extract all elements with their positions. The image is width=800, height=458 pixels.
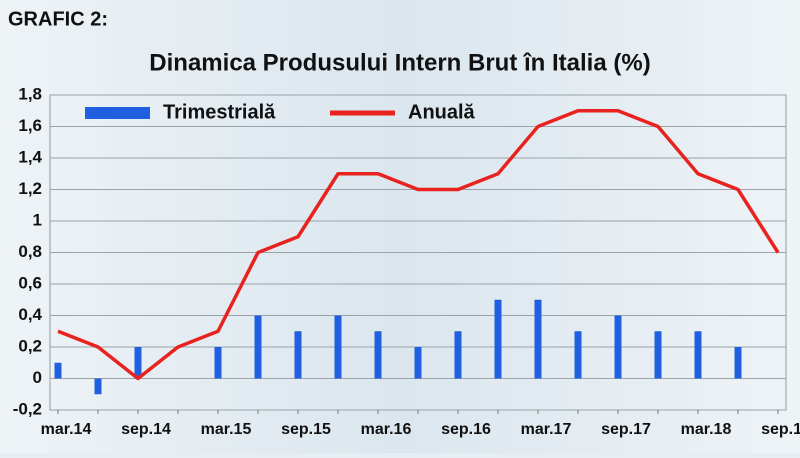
bar <box>494 299 502 379</box>
y-tick-label: 1,6 <box>18 116 42 135</box>
bar <box>614 315 622 379</box>
bar <box>214 347 222 379</box>
x-tick-label: mar.15 <box>201 421 252 438</box>
x-tick-label: mar.16 <box>361 421 412 438</box>
y-tick-label: 1,2 <box>18 179 42 198</box>
bar <box>334 315 342 379</box>
bar <box>694 331 702 379</box>
y-tick-label: 1 <box>33 210 42 229</box>
bar <box>294 331 302 379</box>
bar <box>414 347 422 379</box>
y-tick-label: 0 <box>33 368 42 387</box>
bar <box>654 331 662 379</box>
x-tick-label: sep.16 <box>441 421 491 438</box>
chart-title: Dinamica Produsului Intern Brut în Itali… <box>149 49 650 76</box>
bar <box>574 331 582 379</box>
y-tick-label: -0,2 <box>13 399 42 418</box>
x-tick-label: mar.17 <box>521 421 572 438</box>
x-tick-label: mar.18 <box>681 421 732 438</box>
x-tick-label: sep.15 <box>281 421 331 438</box>
line <box>57 109 780 381</box>
y-tick-label: 0,2 <box>18 336 42 355</box>
bar <box>94 378 102 395</box>
bar <box>454 331 462 379</box>
y-tick-label: 0,8 <box>18 242 42 261</box>
x-tick-label: sep.17 <box>601 421 651 438</box>
bar <box>134 347 142 379</box>
x-tick-label: sep.14 <box>121 421 171 438</box>
bar <box>254 315 262 379</box>
legend-label: Trimestrială <box>163 101 276 123</box>
legend-label: Anuală <box>408 101 476 123</box>
legend-swatch <box>85 107 150 119</box>
bar <box>54 362 62 379</box>
y-tick-label: 1,4 <box>18 147 42 166</box>
x-tick-label: mar.14 <box>41 421 92 438</box>
y-tick-label: 0,6 <box>18 273 42 292</box>
chart-label: GRAFIC 2: <box>8 8 108 30</box>
bar <box>734 347 742 379</box>
bar <box>374 331 382 379</box>
y-tick-label: 1,8 <box>18 84 42 103</box>
x-tick-label: sep.18 <box>761 421 800 438</box>
bar <box>534 299 542 379</box>
y-tick-label: 0,4 <box>18 305 42 324</box>
